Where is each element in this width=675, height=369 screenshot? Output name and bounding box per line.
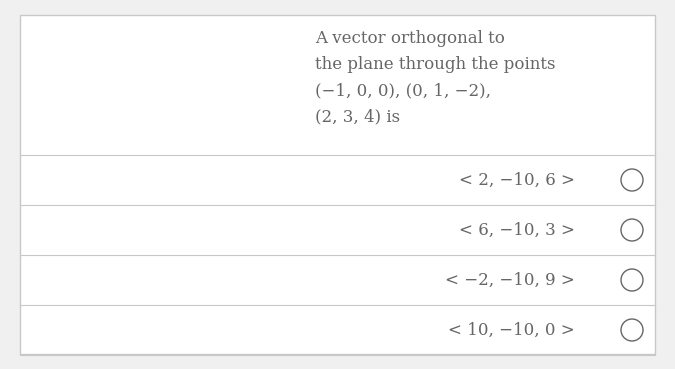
Text: the plane through the points: the plane through the points xyxy=(315,56,556,73)
Text: (2, 3, 4) is: (2, 3, 4) is xyxy=(315,108,400,125)
Text: < −2, −10, 9 >: < −2, −10, 9 > xyxy=(445,272,575,289)
Text: < 2, −10, 6 >: < 2, −10, 6 > xyxy=(459,172,575,189)
Text: < 10, −10, 0 >: < 10, −10, 0 > xyxy=(448,321,575,338)
Text: (−1, 0, 0), (0, 1, −2),: (−1, 0, 0), (0, 1, −2), xyxy=(315,82,491,99)
Text: A vector orthogonal to: A vector orthogonal to xyxy=(315,30,505,47)
Text: < 6, −10, 3 >: < 6, −10, 3 > xyxy=(459,221,575,238)
